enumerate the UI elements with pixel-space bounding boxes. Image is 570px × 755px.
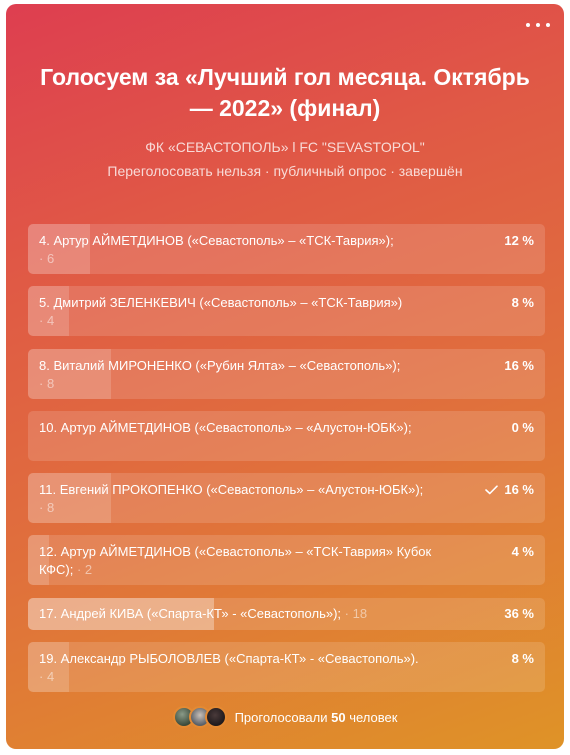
poll-option-count: · 4 — [39, 313, 55, 328]
poll-option-label: 4. Артур АЙМЕТДИНОВ («Севастополь» – «ТС… — [39, 233, 394, 248]
avatar — [204, 706, 227, 728]
poll-option-percent: 4 % — [511, 544, 534, 559]
poll-option[interactable]: 4. Артур АЙМЕТДИНОВ («Севастополь» – «ТС… — [28, 224, 545, 274]
poll-option-percent: 8 % — [511, 295, 534, 310]
poll-option[interactable]: 10. Артур АЙМЕТДИНОВ («Севастополь» – «А… — [28, 411, 545, 461]
poll-option-percent: 0 % — [511, 420, 534, 435]
poll-option-fill — [28, 642, 70, 692]
poll-option-label: 8. Виталий МИРОНЕНКО («Рубин Ялта» – «Се… — [39, 358, 401, 373]
voters-suffix: человек — [349, 709, 398, 725]
poll-option-percent: 36 % — [504, 606, 534, 621]
poll-option-fill — [28, 598, 215, 630]
poll-card: Голосуем за «Лучший гол месяца. Октябрь … — [6, 4, 564, 749]
poll-option-fill — [28, 286, 70, 336]
poll-option[interactable]: 5. Дмитрий ЗЕЛЕНКЕВИЧ («Севастополь» – «… — [28, 286, 545, 336]
poll-option[interactable]: 8. Виталий МИРОНЕНКО («Рубин Ялта» – «Се… — [28, 349, 545, 399]
poll-option-count: · 8 — [39, 376, 55, 391]
poll-option-percent: 12 % — [504, 233, 534, 248]
poll-option-percent: 16 % — [504, 358, 534, 373]
poll-meta: Переголосовать нельзя · публичный опрос … — [107, 163, 463, 179]
voters-prefix: Проголосовали — [234, 709, 328, 725]
poll-option-percent: 8 % — [511, 651, 534, 666]
poll-option-label: 17. Андрей КИВА («Спарта-КТ» - «Севастоп… — [39, 606, 342, 621]
poll-option-fill — [28, 473, 111, 523]
poll-footer: Проголосовали 50 человек — [6, 706, 564, 728]
poll-title: Голосуем за «Лучший гол месяца. Октябрь … — [40, 64, 530, 121]
more-options-icon[interactable] — [526, 16, 550, 34]
poll-option-label: 12. Артур АЙМЕТДИНОВ («Севастополь» – «Т… — [39, 544, 432, 577]
poll-option-fill — [28, 535, 49, 585]
poll-option-label: 10. Артур АЙМЕТДИНОВ («Севастополь» – «А… — [39, 420, 412, 435]
poll-option-count: · 4 — [39, 669, 55, 684]
voters-count-text[interactable]: Проголосовали 50 человек — [235, 710, 398, 725]
poll-option-label: 11. Евгений ПРОКОПЕНКО («Севастополь» – … — [39, 482, 424, 497]
poll-author[interactable]: ФК «СЕВАСТОПОЛЬ» l FC "SEVASTOPOL" — [145, 139, 425, 155]
poll-option-fill — [28, 349, 111, 399]
voters-count: 50 — [331, 709, 346, 725]
poll-option-label: 19. Александр РЫБОЛОВЛЕВ («Спарта-КТ» - … — [39, 651, 419, 666]
poll-option-label: 5. Дмитрий ЗЕЛЕНКЕВИЧ («Севастополь» – «… — [39, 295, 403, 310]
poll-option-count: · 6 — [39, 251, 55, 266]
poll-option[interactable]: 11. Евгений ПРОКОПЕНКО («Севастополь» – … — [28, 473, 545, 523]
poll-option-count: · 8 — [39, 500, 55, 515]
poll-option[interactable]: 19. Александр РЫБОЛОВЛЕВ («Спарта-КТ» - … — [28, 642, 545, 692]
poll-option[interactable]: 17. Андрей КИВА («Спарта-КТ» - «Севастоп… — [28, 598, 545, 630]
poll-option-fill — [28, 224, 91, 274]
poll-option-percent: 16 % — [504, 482, 534, 497]
poll-option-count: · 2 — [76, 562, 93, 577]
voter-avatars[interactable] — [172, 706, 227, 728]
poll-option-count: · 18 — [344, 606, 368, 621]
check-icon — [485, 485, 499, 495]
poll-option[interactable]: 12. Артур АЙМЕТДИНОВ («Севастополь» – «Т… — [28, 535, 545, 585]
